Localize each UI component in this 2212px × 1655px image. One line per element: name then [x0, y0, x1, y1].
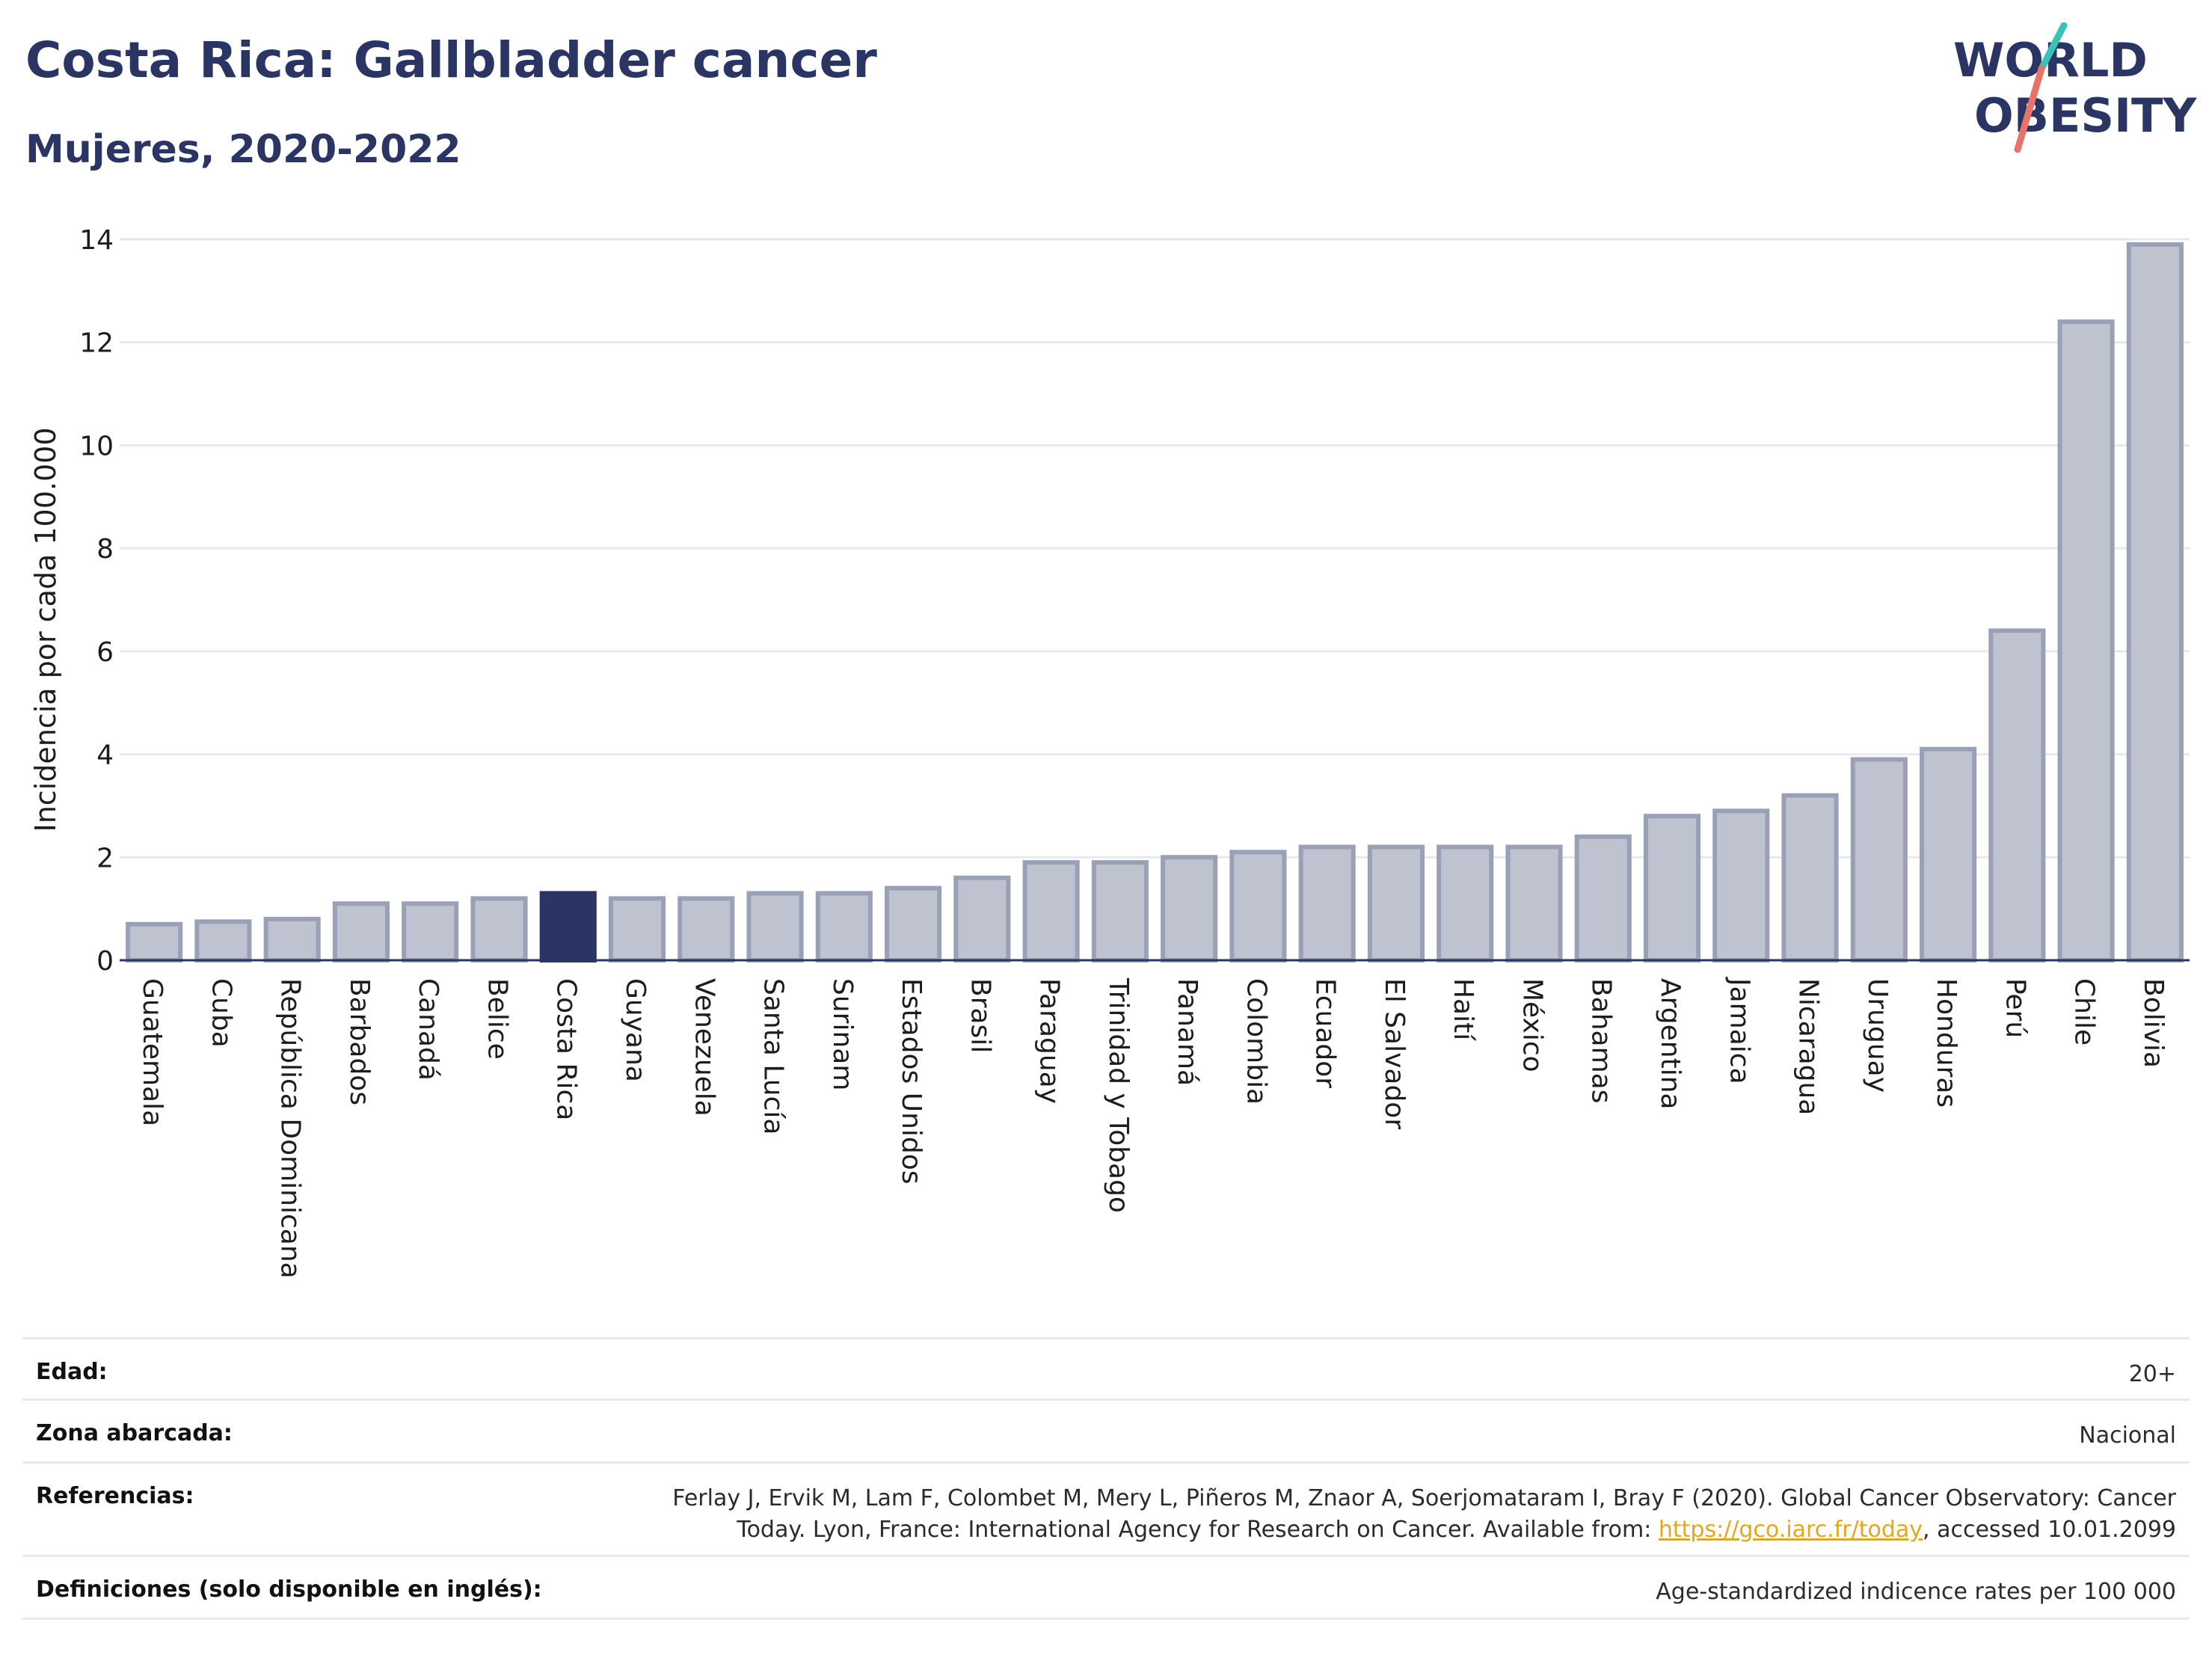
- bar-brasil: [953, 875, 1011, 962]
- x-tick-label: Argentina: [1655, 978, 1686, 1110]
- bar-chile: [2057, 319, 2115, 962]
- bar-costa-rica: [539, 891, 597, 962]
- bar-guatemala: [126, 921, 183, 962]
- x-tick-label: República Dominicana: [275, 978, 306, 1279]
- bar-argentina: [1643, 814, 1701, 963]
- world-obesity-logo: WORLD OBESITY: [1953, 22, 2197, 153]
- logo-text-obesity: OBESITY: [1974, 88, 2197, 143]
- zona-label: Zona abarcada:: [36, 1420, 233, 1446]
- chart-title: Costa Rica: Gallbladder cancer: [25, 31, 877, 89]
- x-tick-label: Nicaragua: [1793, 978, 1824, 1115]
- bar-venezuela: [678, 896, 735, 962]
- bar-barbados: [332, 901, 390, 962]
- y-tick-label: 2: [96, 843, 114, 873]
- y-tick-label: 8: [96, 534, 114, 565]
- zona-value: Nacional: [2079, 1422, 2176, 1449]
- bar-cuba: [194, 919, 252, 962]
- x-tick-label: Guatemala: [137, 978, 168, 1126]
- x-tick-label: Barbados: [344, 978, 375, 1105]
- x-tick-label: Canadá: [413, 978, 443, 1081]
- bars: [126, 242, 2184, 963]
- bar-bahamas: [1574, 834, 1632, 962]
- bar-nicaragua: [1781, 793, 1839, 963]
- chart-subtitle: Mujeres, 2020-2022: [25, 127, 461, 172]
- x-tick-label: Brasil: [965, 978, 995, 1053]
- bar-chart: 0 2 4 6 8 10 12 14 Guatemala Cuba República Domin…: [29, 225, 2190, 1279]
- bar-guyana: [608, 896, 666, 962]
- x-tick-labels: Guatemala Cuba República Dominicana Barbado…: [137, 977, 2169, 1279]
- x-tick-label: Panamá: [1172, 978, 1202, 1086]
- y-tick-label: 10: [79, 431, 114, 461]
- bar-colombia: [1229, 850, 1287, 963]
- y-tick-labels: 0 2 4 6 8 10 12 14: [79, 225, 114, 977]
- y-tick-label: 4: [96, 740, 114, 771]
- bar-bolivia: [2126, 242, 2184, 962]
- x-tick-label: Bolivia: [2138, 978, 2169, 1068]
- x-tick-label: El Salvador: [1379, 978, 1410, 1129]
- bar-trinidad-y-tobago: [1091, 860, 1149, 963]
- y-tick-label: 12: [79, 328, 114, 359]
- x-tick-label: Estados Unidos: [896, 978, 927, 1185]
- x-tick-label: Bahamas: [1586, 978, 1617, 1104]
- x-tick-label: Paraguay: [1034, 978, 1065, 1104]
- y-tick-label: 0: [96, 946, 114, 977]
- x-tick-label: Jamaica: [1724, 977, 1754, 1084]
- x-tick-label: Colombia: [1241, 978, 1271, 1105]
- metadata-table: Edad: 20+ Zona abarcada: Nacional Refere…: [22, 1337, 2190, 1620]
- logo-text-world: WORLD: [1953, 33, 2148, 87]
- referencias-line-1: Ferlay J, Ervik M, Lam F, Colombet M, Me…: [672, 1485, 2176, 1511]
- x-tick-label: Santa Lucía: [758, 978, 789, 1134]
- meta-row-definiciones: Definiciones (solo disponible en inglés)…: [22, 1557, 2190, 1620]
- bar-méxico: [1505, 844, 1563, 962]
- bar-belice: [470, 896, 528, 962]
- x-tick-label: Trinidad y Tobago: [1103, 977, 1134, 1213]
- bar-panamá: [1161, 855, 1218, 962]
- edad-label: Edad:: [36, 1359, 108, 1385]
- bar-haití: [1437, 844, 1494, 962]
- bar-ecuador: [1298, 844, 1356, 962]
- y-tick-label: 14: [79, 225, 114, 256]
- x-tick-label: Surinam: [827, 978, 858, 1090]
- x-tick-label: Ecuador: [1310, 978, 1341, 1088]
- x-tick-label: Perú: [2000, 978, 2030, 1038]
- x-tick-label: Venezuela: [689, 978, 719, 1117]
- referencias-line-2-start: Today. Lyon, France: International Agenc…: [737, 1517, 1659, 1543]
- meta-row-referencias: Referencias: Ferlay J, Ervik M, Lam F, C…: [22, 1464, 2190, 1557]
- gridlines: [120, 238, 2190, 859]
- x-tick-label: Cuba: [206, 978, 236, 1048]
- bar-perú: [1988, 628, 2046, 962]
- bar-estados-unidos: [885, 885, 942, 962]
- meta-row-zona: Zona abarcada: Nacional: [22, 1401, 2190, 1464]
- referencias-link[interactable]: https://gco.iarc.fr/today: [1658, 1517, 1923, 1543]
- x-tick-label: Costa Rica: [551, 978, 582, 1120]
- referencias-line-2-end: , accessed 10.01.2099: [1923, 1517, 2176, 1543]
- meta-row-edad: Edad: 20+: [22, 1339, 2190, 1401]
- x-tick-label: Uruguay: [1862, 978, 1893, 1093]
- y-tick-label: 6: [96, 637, 114, 668]
- definiciones-label: Definiciones (solo disponible en inglés)…: [36, 1576, 542, 1603]
- referencias-label: Referencias:: [36, 1483, 194, 1509]
- x-tick-label: México: [1517, 978, 1547, 1072]
- x-tick-label: Chile: [2069, 978, 2100, 1045]
- bar-el-salvador: [1367, 844, 1425, 962]
- logo-slash-bottom: [2014, 65, 2045, 153]
- bar-honduras: [1920, 746, 1977, 963]
- bar-santa-lucía: [746, 891, 804, 962]
- bar-paraguay: [1022, 860, 1080, 963]
- bar-surinam: [815, 891, 873, 962]
- bar-uruguay: [1850, 757, 1908, 962]
- logo-slash-top: [2038, 22, 2068, 73]
- x-tick-label: Belice: [482, 978, 512, 1060]
- y-axis-label: Incidencia por cada 100.000: [29, 427, 62, 832]
- x-tick-label: Guyana: [620, 978, 651, 1082]
- edad-value: 20+: [2128, 1361, 2176, 1387]
- referencias-value: Ferlay J, Ervik M, Lam F, Colombet M, Me…: [672, 1483, 2176, 1546]
- bar-canadá: [402, 901, 459, 962]
- x-tick-label: Haití: [1448, 978, 1478, 1041]
- definiciones-value: Age-standardized indicence rates per 100…: [1656, 1579, 2176, 1605]
- bar-jamaica: [1712, 808, 1770, 962]
- x-tick-label: Honduras: [1931, 978, 1961, 1108]
- bar-república-dominicana: [263, 916, 321, 963]
